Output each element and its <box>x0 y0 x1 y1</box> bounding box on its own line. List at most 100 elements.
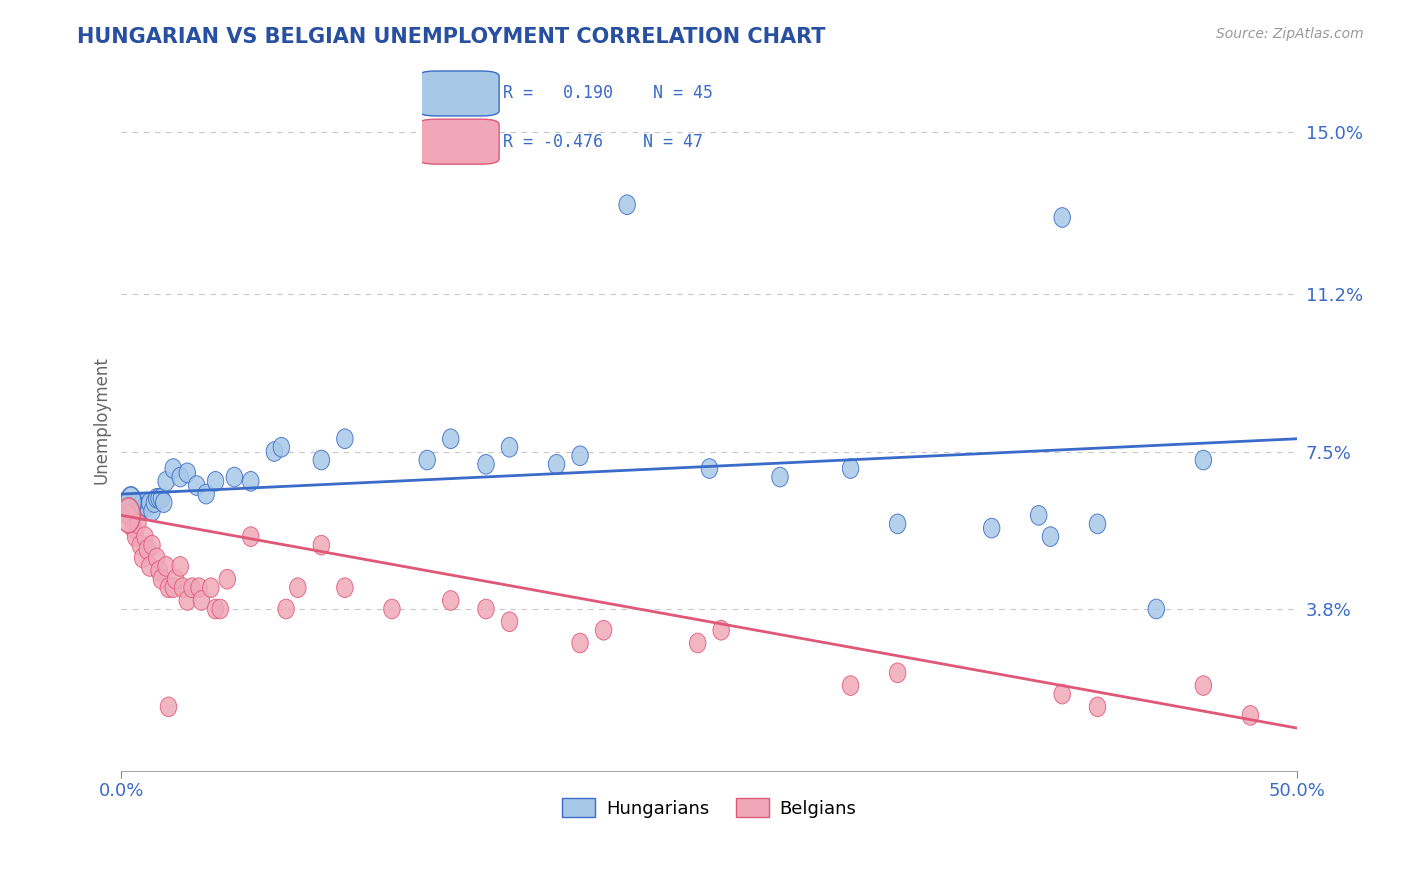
Ellipse shape <box>146 492 163 512</box>
Ellipse shape <box>290 578 307 598</box>
Ellipse shape <box>150 489 167 508</box>
Ellipse shape <box>139 497 156 516</box>
Ellipse shape <box>139 540 156 559</box>
Ellipse shape <box>125 492 142 512</box>
Ellipse shape <box>890 514 905 533</box>
Ellipse shape <box>713 621 730 640</box>
Ellipse shape <box>1195 676 1212 696</box>
Ellipse shape <box>160 578 177 598</box>
Ellipse shape <box>128 527 143 547</box>
FancyBboxPatch shape <box>419 71 499 116</box>
Ellipse shape <box>157 557 174 576</box>
Legend: Hungarians, Belgians: Hungarians, Belgians <box>555 791 863 825</box>
Ellipse shape <box>142 492 157 512</box>
Ellipse shape <box>136 497 153 516</box>
FancyBboxPatch shape <box>419 120 499 164</box>
Ellipse shape <box>156 492 172 512</box>
Ellipse shape <box>207 472 224 491</box>
Ellipse shape <box>243 527 259 547</box>
Ellipse shape <box>478 599 495 619</box>
Ellipse shape <box>150 561 167 581</box>
Ellipse shape <box>202 578 219 598</box>
Ellipse shape <box>572 446 588 466</box>
Ellipse shape <box>1054 684 1070 704</box>
Text: R =   0.190    N = 45: R = 0.190 N = 45 <box>503 85 713 103</box>
Ellipse shape <box>266 442 283 461</box>
Ellipse shape <box>129 514 146 533</box>
Ellipse shape <box>689 633 706 653</box>
Ellipse shape <box>142 557 157 576</box>
Ellipse shape <box>273 437 290 457</box>
Ellipse shape <box>165 458 181 478</box>
Ellipse shape <box>1090 697 1105 716</box>
Ellipse shape <box>143 501 160 521</box>
Ellipse shape <box>842 458 859 478</box>
Ellipse shape <box>184 578 200 598</box>
Ellipse shape <box>502 612 517 632</box>
Ellipse shape <box>121 506 136 525</box>
Ellipse shape <box>135 548 150 567</box>
Ellipse shape <box>172 467 188 487</box>
Ellipse shape <box>135 492 150 512</box>
Ellipse shape <box>219 569 236 589</box>
Ellipse shape <box>188 475 205 495</box>
Ellipse shape <box>443 591 458 610</box>
Ellipse shape <box>117 498 141 533</box>
Ellipse shape <box>983 518 1000 538</box>
Text: R = -0.476    N = 47: R = -0.476 N = 47 <box>503 133 703 151</box>
Ellipse shape <box>595 621 612 640</box>
Ellipse shape <box>278 599 294 619</box>
Ellipse shape <box>702 458 717 478</box>
Ellipse shape <box>336 578 353 598</box>
Ellipse shape <box>198 484 214 504</box>
Ellipse shape <box>1031 506 1047 525</box>
Ellipse shape <box>314 450 329 470</box>
Ellipse shape <box>772 467 789 487</box>
Ellipse shape <box>842 676 859 696</box>
Ellipse shape <box>157 472 174 491</box>
Ellipse shape <box>193 591 209 610</box>
Ellipse shape <box>121 492 136 512</box>
Ellipse shape <box>129 492 146 512</box>
Ellipse shape <box>132 535 149 555</box>
Ellipse shape <box>149 548 165 567</box>
Ellipse shape <box>502 437 517 457</box>
Text: Source: ZipAtlas.com: Source: ZipAtlas.com <box>1216 27 1364 41</box>
Ellipse shape <box>174 578 191 598</box>
Ellipse shape <box>478 454 495 475</box>
Ellipse shape <box>1195 450 1212 470</box>
Ellipse shape <box>1054 208 1070 227</box>
Ellipse shape <box>121 487 142 518</box>
Ellipse shape <box>1042 527 1059 547</box>
Ellipse shape <box>153 489 170 508</box>
Ellipse shape <box>132 501 149 521</box>
Ellipse shape <box>172 557 188 576</box>
Ellipse shape <box>143 535 160 555</box>
Ellipse shape <box>384 599 401 619</box>
Ellipse shape <box>443 429 458 449</box>
Y-axis label: Unemployment: Unemployment <box>93 356 110 483</box>
Ellipse shape <box>167 569 184 589</box>
Ellipse shape <box>153 569 170 589</box>
Ellipse shape <box>207 599 224 619</box>
Ellipse shape <box>179 463 195 483</box>
Ellipse shape <box>160 697 177 716</box>
Ellipse shape <box>314 535 329 555</box>
Ellipse shape <box>336 429 353 449</box>
Ellipse shape <box>179 591 195 610</box>
Ellipse shape <box>149 489 165 508</box>
Ellipse shape <box>1241 706 1258 725</box>
Ellipse shape <box>226 467 243 487</box>
Ellipse shape <box>165 578 181 598</box>
Ellipse shape <box>890 663 905 682</box>
Ellipse shape <box>1090 514 1105 533</box>
Ellipse shape <box>243 472 259 491</box>
Ellipse shape <box>619 194 636 215</box>
Text: HUNGARIAN VS BELGIAN UNEMPLOYMENT CORRELATION CHART: HUNGARIAN VS BELGIAN UNEMPLOYMENT CORREL… <box>77 27 825 46</box>
Ellipse shape <box>548 454 565 475</box>
Ellipse shape <box>212 599 228 619</box>
Ellipse shape <box>191 578 207 598</box>
Ellipse shape <box>419 450 436 470</box>
Ellipse shape <box>572 633 588 653</box>
Ellipse shape <box>136 527 153 547</box>
